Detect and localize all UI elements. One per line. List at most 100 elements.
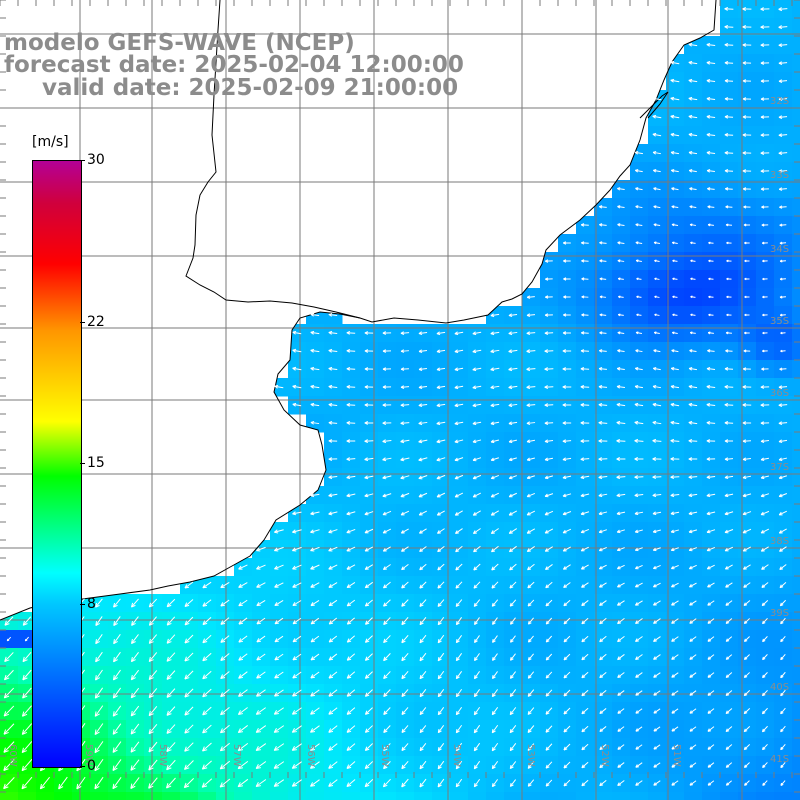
wind-arrow — [364, 528, 374, 534]
wind-arrow — [346, 635, 356, 643]
wind-arrow — [310, 511, 320, 516]
wind-arrow — [364, 689, 373, 697]
speed-cell — [0, 792, 19, 800]
wind-arrow — [490, 439, 500, 444]
wind-arrow — [509, 653, 516, 661]
wind-arrow — [238, 689, 248, 697]
wind-arrow — [636, 313, 642, 317]
wind-arrow — [455, 599, 463, 607]
wind-arrow — [219, 742, 230, 752]
wind-arrow — [473, 778, 481, 788]
wind-arrow — [617, 205, 625, 209]
wind-arrow — [635, 223, 643, 227]
wind-arrow — [617, 331, 625, 335]
wind-arrow — [635, 708, 643, 714]
wind-arrow — [274, 384, 284, 389]
wind-arrow — [328, 546, 338, 552]
wind-arrow — [742, 439, 752, 443]
wind-arrow — [725, 744, 733, 750]
latitude-label: 33S — [770, 170, 790, 181]
latitude-label: 32S — [770, 96, 790, 107]
wind-arrow — [473, 545, 481, 553]
wind-arrow — [599, 653, 607, 661]
speed-cell — [558, 792, 577, 800]
wind-arrow — [762, 331, 768, 335]
wind-arrow — [562, 439, 572, 443]
wind-arrow — [544, 331, 554, 335]
wind-arrow — [346, 617, 355, 625]
wind-arrow — [545, 581, 553, 589]
speed-cell — [792, 324, 800, 343]
wind-arrow — [581, 313, 589, 317]
wind-arrow — [328, 529, 338, 534]
wind-arrow — [419, 616, 427, 626]
wind-arrow — [202, 617, 212, 626]
wind-arrow — [148, 598, 158, 608]
wind-arrow — [419, 760, 427, 770]
wind-arrow — [742, 475, 752, 480]
wind-arrow — [563, 599, 571, 607]
wind-arrow — [490, 474, 499, 480]
wind-arrow — [364, 511, 374, 516]
wind-arrow — [744, 295, 750, 299]
wind-arrow — [455, 760, 463, 770]
wind-arrow — [742, 385, 752, 389]
wind-arrow — [707, 205, 715, 209]
wind-arrow — [599, 744, 607, 751]
wind-arrow — [707, 708, 715, 714]
wind-arrow — [454, 385, 464, 390]
wind-arrow — [724, 42, 734, 47]
wind-arrow — [671, 582, 679, 588]
wind-arrow — [112, 705, 122, 717]
speed-cell — [792, 684, 800, 703]
wind-arrow — [760, 7, 770, 12]
wind-arrow — [635, 187, 643, 191]
wind-arrow — [653, 349, 661, 353]
wind-arrow — [635, 169, 643, 173]
colorbar-tick-mark — [80, 321, 85, 323]
wind-arrow — [724, 61, 734, 65]
wind-arrow — [724, 6, 734, 11]
wind-arrow — [383, 689, 391, 697]
wind-arrow — [418, 331, 428, 336]
speed-cell — [792, 342, 800, 361]
wind-arrow — [598, 349, 607, 353]
wind-arrow — [742, 493, 752, 498]
wind-arrow — [3, 741, 15, 753]
colorbar-tick-mark — [80, 160, 85, 161]
wind-arrow — [725, 672, 733, 678]
wind-arrow — [382, 385, 392, 389]
wind-arrow — [780, 780, 786, 786]
wind-arrow — [652, 420, 662, 425]
wind-arrow — [256, 546, 266, 552]
wind-arrow — [508, 492, 518, 498]
wind-arrow — [778, 133, 788, 137]
wind-arrow — [328, 457, 338, 461]
speed-cell — [432, 792, 451, 800]
wind-arrow — [688, 150, 698, 155]
wind-arrow — [419, 707, 427, 716]
wind-arrow — [580, 385, 590, 389]
wind-arrow — [4, 669, 14, 681]
wind-arrow — [201, 778, 213, 788]
wind-arrow — [419, 546, 427, 552]
wind-arrow — [473, 653, 480, 662]
wind-arrow — [400, 510, 410, 516]
wind-arrow — [689, 672, 697, 678]
speed-cell — [792, 0, 800, 19]
wind-arrow — [617, 635, 625, 643]
wind-arrow — [743, 223, 751, 227]
wind-arrow — [743, 636, 750, 642]
wind-arrow — [492, 635, 498, 643]
speed-cell — [792, 738, 800, 757]
speed-cell — [594, 792, 613, 800]
wind-arrow — [328, 312, 338, 317]
wind-arrow — [202, 706, 212, 716]
wind-arrow — [742, 6, 752, 11]
wind-arrow — [184, 670, 194, 680]
wind-arrow — [760, 510, 770, 516]
wind-arrow — [725, 618, 733, 624]
speed-cell — [72, 792, 91, 800]
wind-arrow — [454, 439, 464, 444]
wind-arrow — [580, 546, 589, 552]
